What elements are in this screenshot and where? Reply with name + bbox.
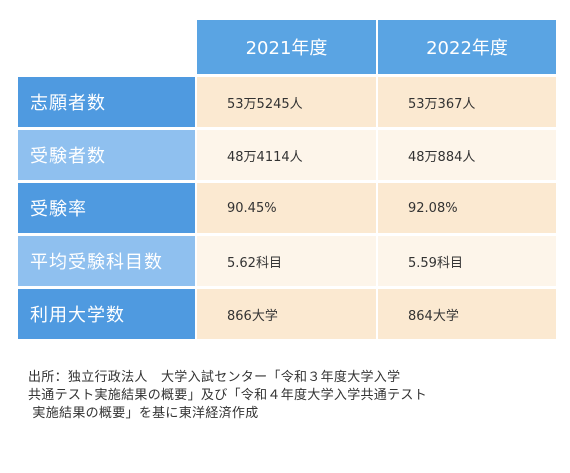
value-avg-subjects-2021: 5.62科目: [197, 236, 376, 286]
row-label-applicants: 志願者数: [18, 77, 195, 127]
value-applicants-2022: 53万367人: [378, 77, 556, 127]
row-label-avg-subjects: 平均受験科目数: [18, 236, 195, 286]
value-avg-subjects-2022: 5.59科目: [378, 236, 556, 286]
source-line-1: 出所：独立行政法人 大学入試センター「令和３年度大学入学: [28, 370, 401, 385]
row-label-universities: 利用大学数: [18, 289, 195, 339]
source-line-2: 共通テスト実施結果の概要」及び「令和４年度大学入学共通テスト: [28, 388, 428, 403]
source-note: 出所：独立行政法人 大学入試センター「令和３年度大学入学 共通テスト実施結果の概…: [28, 369, 427, 423]
value-examinees-2021: 48万4114人: [197, 130, 376, 180]
source-line-3: 実施結果の概要」を基に東洋経済作成: [28, 406, 259, 421]
value-exam-rate-2022: 92.08%: [378, 183, 556, 233]
column-header-2021: 2021年度: [197, 20, 376, 74]
value-applicants-2021: 53万5245人: [197, 77, 376, 127]
row-label-exam-rate: 受験率: [18, 183, 195, 233]
table-corner: [18, 20, 195, 74]
value-exam-rate-2021: 90.45%: [197, 183, 376, 233]
column-header-2022: 2022年度: [378, 20, 556, 74]
comparison-table: 2021年度 2022年度 志願者数 53万5245人 53万367人 受験者数…: [18, 20, 556, 339]
value-universities-2022: 864大学: [378, 289, 556, 339]
value-examinees-2022: 48万884人: [378, 130, 556, 180]
value-universities-2021: 866大学: [197, 289, 376, 339]
row-label-examinees: 受験者数: [18, 130, 195, 180]
